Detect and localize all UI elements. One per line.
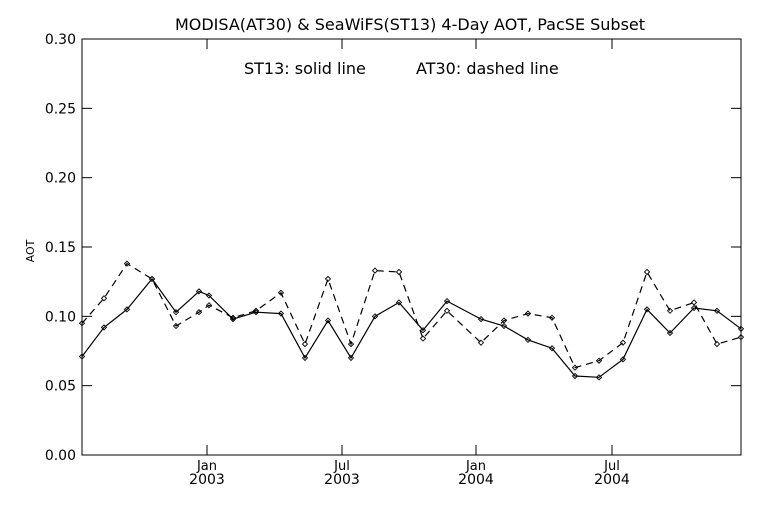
data-point-st13 <box>123 306 131 313</box>
data-point-st13 <box>443 297 451 305</box>
data-point-at30 <box>148 275 156 283</box>
x-tick-label-month: Jan <box>465 459 486 474</box>
data-point-at30 <box>172 322 180 330</box>
data-point-at30 <box>666 307 674 314</box>
x-tick-label-month: Jul <box>603 459 620 474</box>
data-point-at30 <box>324 275 332 283</box>
x-tick-label-year: 2003 <box>189 472 225 488</box>
data-point-at30 <box>643 268 651 276</box>
chart-title: MODISA(AT30) & SeaWiFS(ST13) 4-Day AOT, … <box>175 15 645 34</box>
data-point-at30 <box>252 307 260 314</box>
y-tick-label: 0.25 <box>45 101 76 117</box>
data-point-at30 <box>395 268 403 276</box>
y-tick-label: 0.10 <box>45 309 76 325</box>
data-point-at30 <box>737 333 745 341</box>
x-tick-label-month: Jan <box>196 459 217 474</box>
y-tick-label: 0.15 <box>45 240 76 256</box>
y-tick-label: 0.30 <box>45 32 76 48</box>
data-point-st13 <box>713 307 721 314</box>
series-line-st13 <box>81 277 742 378</box>
data-point-st13 <box>643 306 651 313</box>
data-point-at30 <box>548 314 556 321</box>
data-point-at30 <box>100 295 108 302</box>
data-point-at30 <box>123 260 131 267</box>
x-tick-label-year: 2004 <box>458 472 494 488</box>
data-point-at30 <box>78 320 86 327</box>
data-point-at30 <box>690 299 698 306</box>
data-point-at30 <box>595 357 603 364</box>
y-tick-label: 0.20 <box>45 171 76 187</box>
data-point-st13 <box>324 317 332 324</box>
data-point-at30 <box>443 307 451 314</box>
y-axis-label: AOT <box>24 239 37 262</box>
data-point-at30 <box>195 309 203 316</box>
data-point-at30 <box>419 335 427 342</box>
data-point-st13 <box>737 325 745 332</box>
data-point-st13 <box>477 315 485 323</box>
data-point-st13 <box>172 309 180 316</box>
y-tick-label: 0.05 <box>45 379 76 395</box>
data-point-st13 <box>666 329 674 337</box>
data-point-at30 <box>205 302 213 309</box>
series-st13 <box>78 275 745 381</box>
data-point-st13 <box>619 356 627 363</box>
data-point-st13 <box>500 322 508 330</box>
data-point-at30 <box>347 340 355 348</box>
data-point-at30 <box>571 364 579 371</box>
data-point-st13 <box>571 372 579 380</box>
plot-frame <box>81 38 742 456</box>
data-point-st13 <box>301 354 309 362</box>
data-point-at30 <box>619 339 627 346</box>
data-point-st13 <box>690 304 698 312</box>
data-point-st13 <box>524 336 532 344</box>
data-point-st13 <box>78 353 86 360</box>
data-point-at30 <box>301 340 309 348</box>
data-point-at30 <box>500 317 508 324</box>
x-tick-label-month: Jul <box>333 459 350 474</box>
series-at30 <box>78 260 745 371</box>
data-point-st13 <box>371 313 379 320</box>
data-point-st13 <box>347 354 355 362</box>
x-tick-label-year: 2003 <box>324 472 360 488</box>
data-point-st13 <box>277 310 285 317</box>
data-point-st13 <box>548 345 556 352</box>
data-point-at30 <box>477 339 485 346</box>
data-point-at30 <box>371 267 379 274</box>
series-layer <box>78 260 745 381</box>
annotation-dashed-line: AT30: dashed line <box>416 59 559 78</box>
series-line-at30 <box>81 262 742 369</box>
data-point-at30 <box>713 340 721 348</box>
data-point-st13 <box>100 324 108 331</box>
data-point-at30 <box>277 289 285 296</box>
data-point-at30 <box>229 314 237 321</box>
y-tick-label: 0.00 <box>45 448 76 464</box>
data-point-st13 <box>419 327 427 334</box>
annotation-solid-line: ST13: solid line <box>244 59 366 78</box>
data-point-at30 <box>524 310 532 317</box>
data-point-st13 <box>595 374 603 381</box>
data-point-st13 <box>195 288 203 295</box>
y-axis: 0.00 0.05 0.10 0.15 0.20 0.25 0.30 <box>45 32 741 464</box>
data-point-st13 <box>205 292 213 299</box>
x-tick-label-year: 2004 <box>594 472 630 488</box>
data-point-st13 <box>395 299 403 306</box>
